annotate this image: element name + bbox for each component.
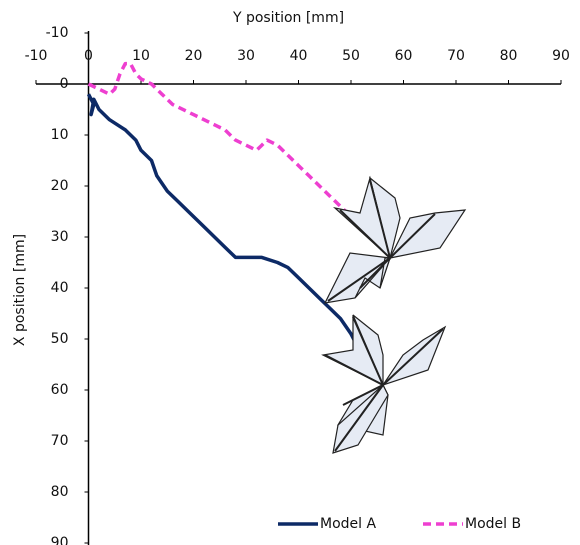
x-tick-label: 50 — [342, 48, 360, 64]
x-tick-label: 40 — [290, 48, 308, 64]
y-tick-label: 50 — [51, 331, 69, 347]
x-tick-label: 80 — [500, 48, 518, 64]
y-tick-label: 0 — [60, 76, 69, 92]
y-tick-label: 80 — [51, 484, 69, 500]
y-tick-label: 30 — [51, 229, 69, 245]
y-tick-label: 20 — [51, 178, 69, 194]
y-tick-label: 70 — [51, 433, 69, 449]
x-axis-title: Y position [mm] — [232, 10, 344, 26]
series-line — [86, 93, 364, 356]
y-tick-label: 90 — [51, 535, 69, 545]
x-tick-label: -10 — [25, 48, 48, 64]
y-tick-label: -10 — [46, 25, 69, 41]
x-tick-label: 60 — [395, 48, 413, 64]
y-tick-label: 60 — [51, 382, 69, 398]
y-tick-label: 40 — [51, 280, 69, 296]
x-tick-label: 10 — [132, 48, 150, 64]
y-tick-label: 10 — [51, 127, 69, 143]
x-tick-label: 90 — [552, 48, 570, 64]
legend-label: Model B — [465, 516, 521, 532]
x-tick-label: 30 — [237, 48, 255, 64]
robot-illustration — [321, 314, 447, 454]
y-axis-title: X position [mm] — [12, 234, 28, 346]
x-tick-label: 0 — [84, 48, 93, 64]
x-tick-label: 20 — [185, 48, 203, 64]
series-line — [87, 61, 373, 234]
robot-illustration — [323, 175, 467, 304]
legend-label: Model A — [320, 516, 376, 532]
x-tick-label: 70 — [447, 48, 465, 64]
